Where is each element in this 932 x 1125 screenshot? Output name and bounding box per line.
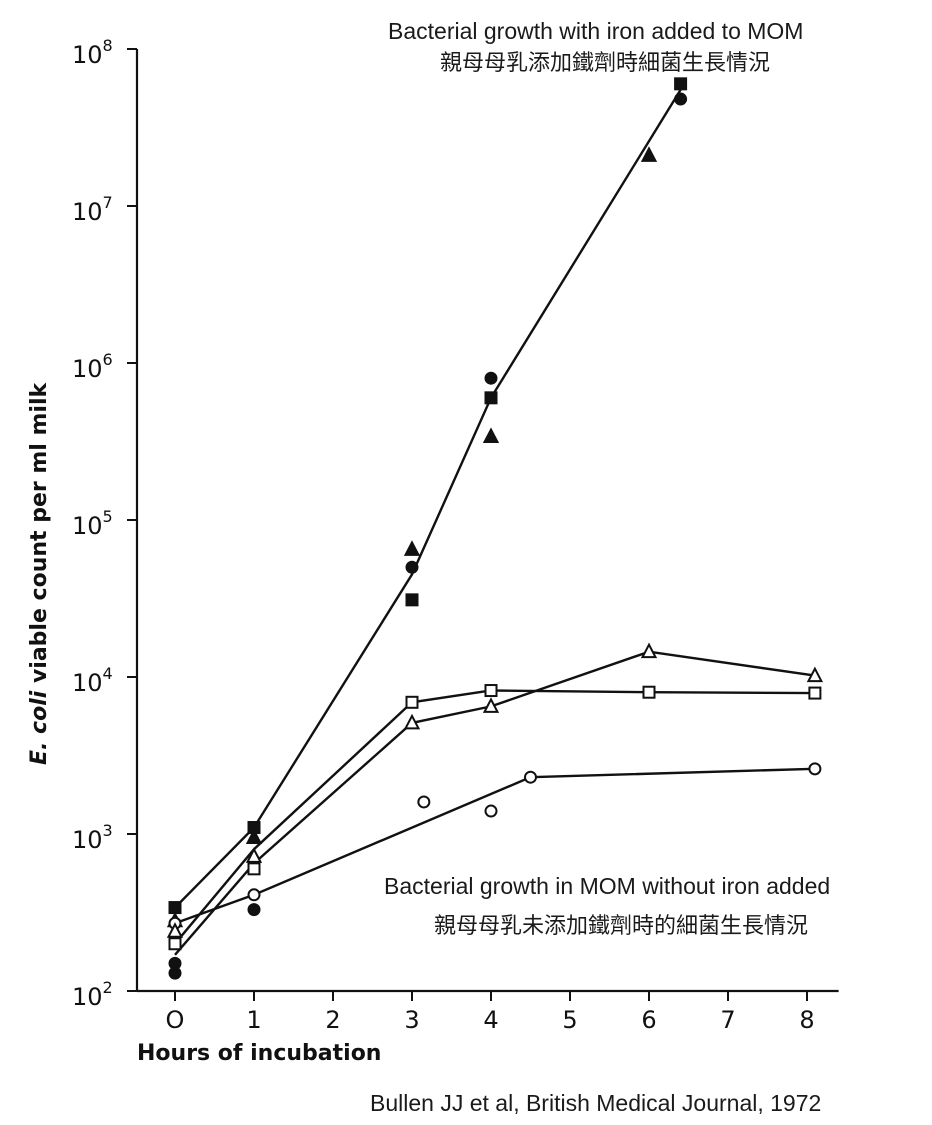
data-point-open-triangle — [806, 666, 824, 683]
data-point-filled-circle — [484, 371, 498, 385]
annotation-no-iron-zh: 親母母乳未添加鐵劑時的細菌生長情況 — [434, 914, 809, 939]
fit-line-3 — [174, 650, 816, 956]
fit-line-4 — [174, 767, 815, 925]
data-point-filled-square — [674, 77, 688, 91]
data-point-open-square — [247, 862, 261, 876]
fit-line-2 — [174, 689, 815, 945]
y-tick-label: 103 — [72, 821, 113, 854]
data-point-filled-square — [405, 593, 419, 607]
data-point-open-square — [484, 684, 498, 698]
chart-points — [166, 77, 824, 980]
data-point-open-triangle — [166, 922, 184, 938]
data-point-open-triangle — [482, 697, 500, 713]
data-point-open-triangle — [640, 642, 658, 659]
data-point-filled-circle — [405, 560, 419, 574]
data-point-open-circle — [247, 888, 261, 902]
x-tick-label: 2 — [325, 1006, 340, 1034]
data-point-open-square — [405, 695, 419, 709]
x-tick-label: 7 — [720, 1006, 735, 1034]
data-point-filled-triangle — [640, 146, 658, 162]
data-point-filled-circle — [247, 903, 261, 917]
chart-axes — [127, 48, 839, 1001]
data-point-open-square — [168, 937, 182, 951]
data-point-open-square — [808, 686, 822, 700]
annotation-iron-en: Bacterial growth with iron added to MOM — [388, 18, 804, 44]
y-tick-label: 102 — [72, 978, 113, 1011]
data-point-filled-circle — [674, 92, 688, 106]
x-tick-label: 6 — [641, 1006, 656, 1034]
data-point-open-triangle — [245, 847, 263, 863]
x-tick-label: O — [166, 1006, 185, 1034]
annotation-no-iron-en: Bacterial growth in MOM without iron add… — [384, 873, 831, 899]
data-point-filled-circle — [168, 956, 182, 970]
data-point-filled-triangle — [245, 828, 263, 844]
y-tick-label: 106 — [72, 350, 113, 383]
x-tick-label: 5 — [562, 1006, 577, 1034]
source-credit: Bullen JJ et al, British Medical Journal… — [370, 1090, 822, 1116]
x-tick-label: 1 — [246, 1006, 261, 1034]
y-tick-label: 107 — [72, 193, 113, 226]
data-point-open-square — [642, 685, 656, 699]
data-point-open-circle — [484, 804, 498, 818]
fit-line-1 — [174, 89, 682, 909]
y-tick-label: 104 — [72, 664, 113, 697]
data-point-filled-triangle — [482, 427, 500, 444]
data-point-filled-square — [168, 901, 182, 915]
data-point-open-triangle — [403, 713, 421, 730]
data-point-open-circle — [524, 770, 537, 784]
data-point-filled-triangle — [403, 540, 421, 556]
annotation-iron-zh: 親母母乳添加鐵劑時細菌生長情況 — [440, 51, 771, 76]
y-tick-label: 108 — [72, 36, 113, 69]
data-point-open-circle — [808, 762, 822, 776]
y-axis-title: E. coli viable count per ml milk — [27, 381, 52, 765]
y-tick-label: 105 — [72, 507, 113, 540]
chart-fit-lines — [174, 89, 816, 956]
x-tick-label: 8 — [799, 1006, 814, 1034]
data-point-filled-square — [484, 391, 498, 405]
data-point-open-circle — [417, 795, 431, 809]
x-tick-label: 4 — [483, 1006, 498, 1034]
chart-axis-labels: 102 103 104 105 106 107 108 O 1 2 3 4 5 6 7 8 Hours of i… — [27, 36, 815, 1066]
x-axis-title: Hours of incubation — [137, 1041, 381, 1066]
x-tick-label: 3 — [404, 1006, 419, 1034]
